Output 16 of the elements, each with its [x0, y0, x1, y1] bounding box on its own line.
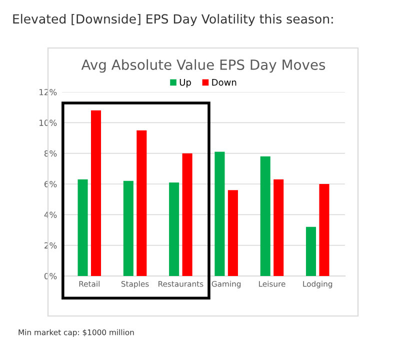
bar [169, 182, 180, 276]
bar [274, 179, 284, 276]
text: Elevated [Downside] EPS Day Volatility this season: [13, 14, 333, 26]
legend-label: Up [180, 79, 191, 88]
bar [78, 179, 88, 276]
bar [123, 180, 134, 276]
bar [319, 184, 330, 276]
bar [260, 156, 270, 276]
bar [136, 130, 147, 276]
legend-label: Down [212, 79, 236, 86]
bar [306, 226, 316, 276]
bar [228, 190, 238, 276]
bar [90, 110, 102, 276]
chart-title: Avg Absolute Value EPS Day Moves [81, 59, 326, 73]
bar [214, 152, 225, 276]
bar [182, 153, 192, 276]
